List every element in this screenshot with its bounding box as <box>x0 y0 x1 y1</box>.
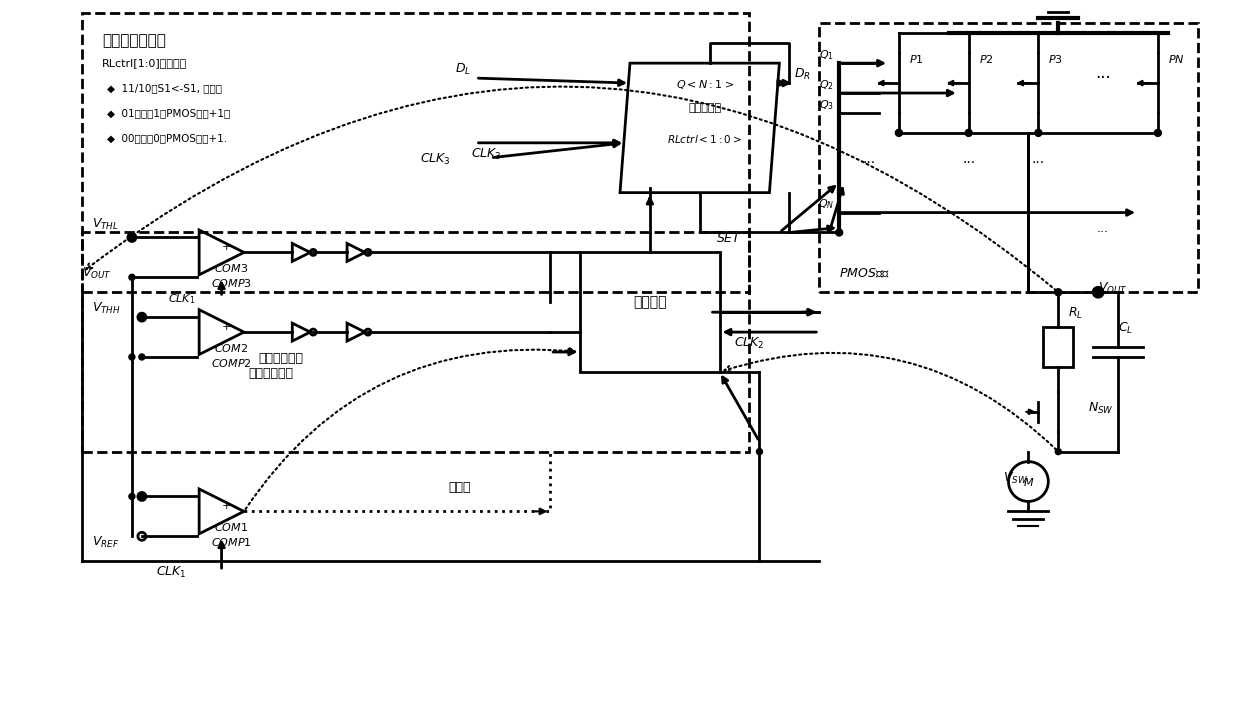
Text: $PMOS$阵列: $PMOS$阵列 <box>839 267 890 281</box>
Text: ◆  11/10：S1<-S1, 保持；: ◆ 11/10：S1<-S1, 保持； <box>107 83 222 93</box>
Text: $D_R$: $D_R$ <box>795 67 811 82</box>
Circle shape <box>129 274 135 281</box>
Circle shape <box>129 493 135 499</box>
Text: $N_{SW}$: $N_{SW}$ <box>1089 401 1114 416</box>
Text: $COMP2$: $COMP2$ <box>211 357 252 369</box>
Text: $Q_2$: $Q_2$ <box>820 78 835 92</box>
Text: $SET$: $SET$ <box>717 232 743 246</box>
Text: $C_L$: $C_L$ <box>1118 321 1133 336</box>
Text: RLctrl[1:0]控制字：: RLctrl[1:0]控制字： <box>102 58 187 68</box>
Text: $V_{OUT}$: $V_{OUT}$ <box>82 266 112 281</box>
Circle shape <box>129 354 135 360</box>
Circle shape <box>1055 449 1061 455</box>
Text: $CLK_1$: $CLK_1$ <box>167 292 196 306</box>
Text: $CLK_1$: $CLK_1$ <box>156 565 187 580</box>
Text: $COM1$: $COM1$ <box>215 521 248 533</box>
Text: $V_{THH}$: $V_{THH}$ <box>92 301 120 316</box>
Text: $D_L$: $D_L$ <box>455 62 471 77</box>
Text: $PN$: $PN$ <box>1168 53 1184 65</box>
Bar <box>82 233 749 451</box>
Text: ◆  00：移入0，PMOS开启+1.: ◆ 00：移入0，PMOS开启+1. <box>107 133 227 143</box>
Text: $V_{SW}$: $V_{SW}$ <box>1003 471 1028 486</box>
Text: $Q_N$: $Q_N$ <box>818 198 835 211</box>
Text: $M$: $M$ <box>1023 476 1034 488</box>
Circle shape <box>139 493 145 499</box>
Text: ...: ... <box>863 152 875 166</box>
Text: $V_{THL}$: $V_{THL}$ <box>92 216 119 231</box>
Text: $P1$: $P1$ <box>909 53 924 65</box>
Text: 移位寄存器: 移位寄存器 <box>688 103 722 113</box>
Circle shape <box>1154 130 1162 137</box>
Text: $COMP1$: $COMP1$ <box>211 536 252 548</box>
Text: $Q<N:1>$: $Q<N:1>$ <box>676 78 734 91</box>
Circle shape <box>1095 289 1101 295</box>
Text: -: - <box>224 333 229 347</box>
Text: +: + <box>222 322 231 332</box>
Text: $CLK_2$: $CLK_2$ <box>734 336 765 351</box>
Bar <box>1043 327 1074 367</box>
Text: ...: ... <box>1097 222 1109 236</box>
Text: +: + <box>222 501 231 511</box>
Text: 阈值检测环路: 阈值检测环路 <box>259 352 304 365</box>
Text: ...: ... <box>1032 152 1045 166</box>
Circle shape <box>129 234 135 241</box>
Text: $CLK_3$: $CLK_3$ <box>471 147 501 162</box>
Text: $Q_3$: $Q_3$ <box>820 98 835 112</box>
Circle shape <box>965 130 972 137</box>
Circle shape <box>139 314 145 320</box>
Circle shape <box>895 130 903 137</box>
Text: $COMP3$: $COMP3$ <box>211 277 252 289</box>
Bar <box>82 14 749 292</box>
Bar <box>580 253 719 372</box>
Text: -: - <box>224 513 229 526</box>
Circle shape <box>1035 130 1042 137</box>
Text: 主环路: 主环路 <box>448 481 471 494</box>
Text: ...: ... <box>962 152 975 166</box>
Text: -: - <box>224 254 229 267</box>
Text: $Q_1$: $Q_1$ <box>820 48 835 62</box>
Text: ...: ... <box>1095 64 1111 82</box>
Circle shape <box>1055 289 1061 295</box>
Text: 逻辑控制: 逻辑控制 <box>634 295 667 309</box>
Text: $P3$: $P3$ <box>1048 53 1063 65</box>
Circle shape <box>1095 289 1101 295</box>
Text: $COM3$: $COM3$ <box>215 262 249 274</box>
Text: $V_{REF}$: $V_{REF}$ <box>92 535 119 550</box>
Text: 移位寄存器模块: 移位寄存器模块 <box>102 33 166 48</box>
Bar <box>820 23 1198 292</box>
Text: +: + <box>222 242 231 253</box>
Text: 阈值检测模块: 阈值检测模块 <box>249 367 294 380</box>
Circle shape <box>756 449 763 455</box>
Circle shape <box>139 354 145 360</box>
Text: $P2$: $P2$ <box>978 53 993 65</box>
Text: $CLK_3$: $CLK_3$ <box>420 152 450 167</box>
Text: $COM2$: $COM2$ <box>215 342 248 354</box>
Text: $V_{OUT}$: $V_{OUT}$ <box>1099 281 1128 296</box>
Circle shape <box>836 229 843 236</box>
Text: $RLctrl<1:0>$: $RLctrl<1:0>$ <box>667 133 743 145</box>
Text: ◆  01：移入1，PMOS关断+1；: ◆ 01：移入1，PMOS关断+1； <box>107 108 231 118</box>
Text: $R_L$: $R_L$ <box>1068 306 1084 321</box>
